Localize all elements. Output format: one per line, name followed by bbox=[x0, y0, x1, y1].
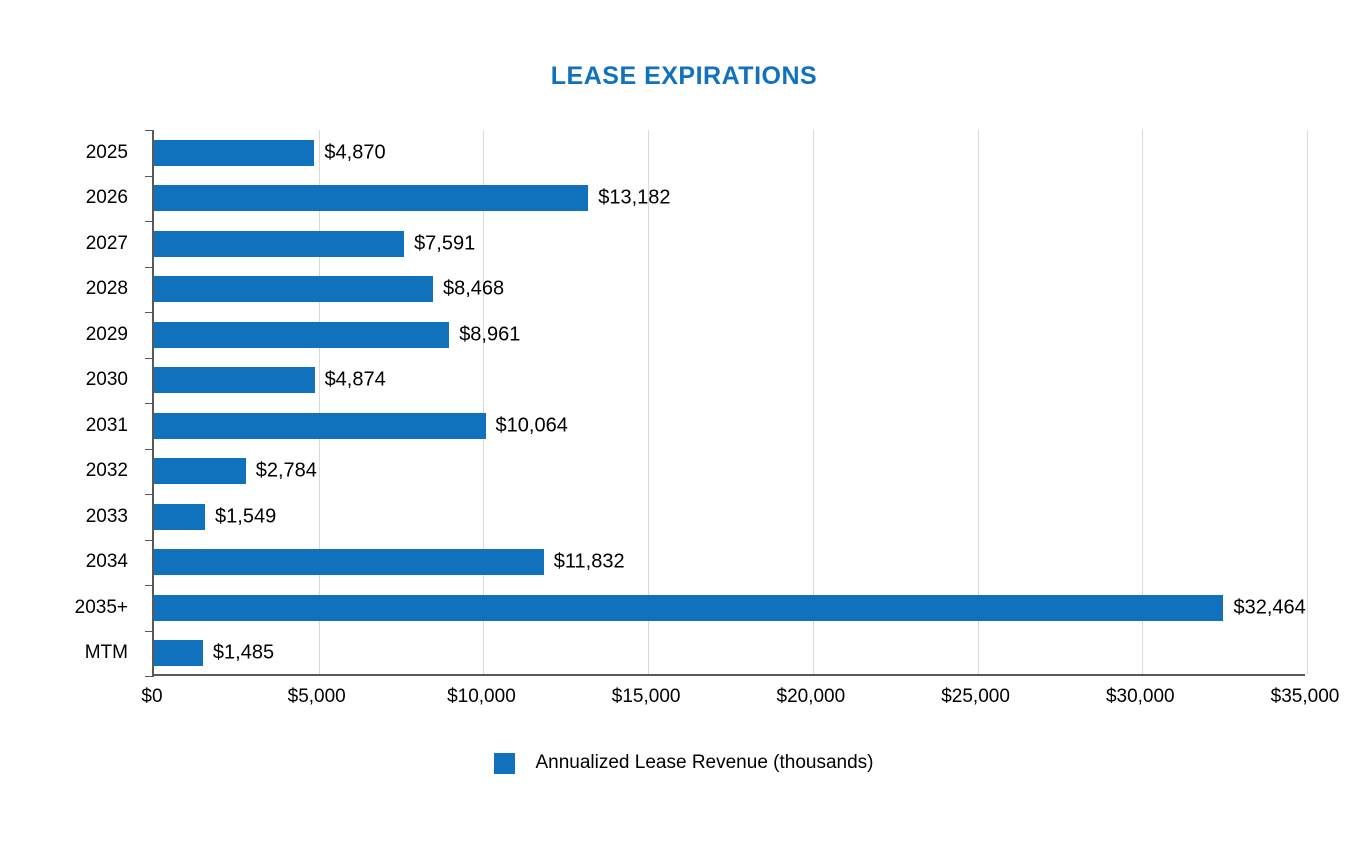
gridline bbox=[483, 130, 485, 674]
category-label: MTM bbox=[84, 642, 128, 664]
x-tick-label: $10,000 bbox=[447, 686, 516, 707]
gridline bbox=[977, 130, 979, 674]
y-tick bbox=[145, 403, 154, 404]
category-label: 2031 bbox=[85, 414, 128, 436]
bar-value-label: $2,784 bbox=[255, 459, 317, 482]
bar-value-label: $7,591 bbox=[414, 232, 476, 255]
bar bbox=[154, 185, 589, 212]
x-tick-label: $20,000 bbox=[776, 686, 846, 707]
y-tick bbox=[145, 357, 154, 359]
category-label: 2034 bbox=[85, 551, 128, 573]
bar-value-label: $32,464 bbox=[1233, 596, 1306, 619]
bar bbox=[154, 230, 405, 257]
y-tick bbox=[145, 266, 154, 268]
bar bbox=[154, 321, 450, 348]
x-tick-label: $25,000 bbox=[941, 686, 1010, 707]
plot-area: $4,870 $13,182 $7,591 $8,468 $8,961 $4,874 $10… bbox=[145, 130, 1308, 677]
bar-value-label: $8,961 bbox=[459, 323, 521, 346]
bar-value-label: $1,549 bbox=[215, 505, 277, 528]
bar-value-label: $8,468 bbox=[442, 277, 505, 300]
y-tick bbox=[145, 221, 154, 222]
legend-label: Annualized Lease Revenue (thousands) bbox=[535, 752, 874, 773]
x-tick-label: $30,000 bbox=[1105, 686, 1175, 707]
bar bbox=[154, 139, 315, 166]
bar bbox=[154, 594, 1224, 621]
gridline bbox=[318, 130, 320, 674]
bar-value-label: $4,874 bbox=[324, 368, 386, 391]
gridline bbox=[648, 130, 650, 674]
x-tick-label: $0 bbox=[141, 686, 163, 707]
category-label: 2035+ bbox=[74, 596, 128, 618]
legend: Annualized Lease Revenue (thousands) bbox=[0, 752, 1368, 774]
bar bbox=[154, 549, 544, 576]
y-tick bbox=[145, 448, 154, 450]
y-tick bbox=[145, 630, 154, 632]
bar bbox=[154, 412, 486, 439]
bar-value-label: $10,064 bbox=[495, 414, 568, 437]
category-axis: 2025 2026 2027 2028 2029 2030 2031 2032 2033 2034… bbox=[30, 130, 140, 676]
category-label: 2028 bbox=[85, 278, 128, 300]
y-tick bbox=[145, 494, 154, 495]
bar bbox=[154, 458, 246, 485]
category-label: 2030 bbox=[85, 369, 128, 391]
category-label: 2029 bbox=[85, 323, 128, 345]
x-tick-label: $35,000 bbox=[1270, 686, 1340, 707]
bar bbox=[154, 367, 315, 394]
x-tick-label: $5,000 bbox=[287, 686, 346, 707]
bar bbox=[154, 503, 206, 530]
bar bbox=[154, 640, 203, 667]
gridline bbox=[1142, 130, 1144, 674]
y-tick bbox=[145, 130, 154, 131]
category-label: 2025 bbox=[85, 141, 128, 163]
bar bbox=[154, 276, 433, 303]
y-tick bbox=[145, 676, 154, 677]
y-tick bbox=[145, 585, 154, 586]
bar-value-label: $13,182 bbox=[598, 186, 671, 209]
y-tick bbox=[145, 175, 154, 177]
category-label: 2032 bbox=[85, 460, 128, 482]
value-axis: $0 $5,000 $10,000 $15,000 $20,000 $25,000 $30,… bbox=[141, 686, 1339, 716]
category-label: 2026 bbox=[85, 187, 128, 209]
bar-value-label: $1,485 bbox=[212, 641, 275, 664]
gridline bbox=[1307, 130, 1308, 674]
bar-value-label: $4,870 bbox=[324, 141, 386, 164]
legend-swatch-icon bbox=[494, 752, 516, 774]
category-label: 2027 bbox=[85, 232, 128, 254]
y-tick bbox=[145, 539, 154, 541]
x-tick-label: $15,000 bbox=[611, 686, 681, 707]
bar-value-label: $11,832 bbox=[553, 550, 625, 573]
category-label: 2033 bbox=[85, 505, 128, 527]
y-tick bbox=[145, 312, 154, 313]
gridline bbox=[812, 130, 814, 674]
chart-title: LEASE EXPIRATIONS bbox=[550, 62, 818, 90]
